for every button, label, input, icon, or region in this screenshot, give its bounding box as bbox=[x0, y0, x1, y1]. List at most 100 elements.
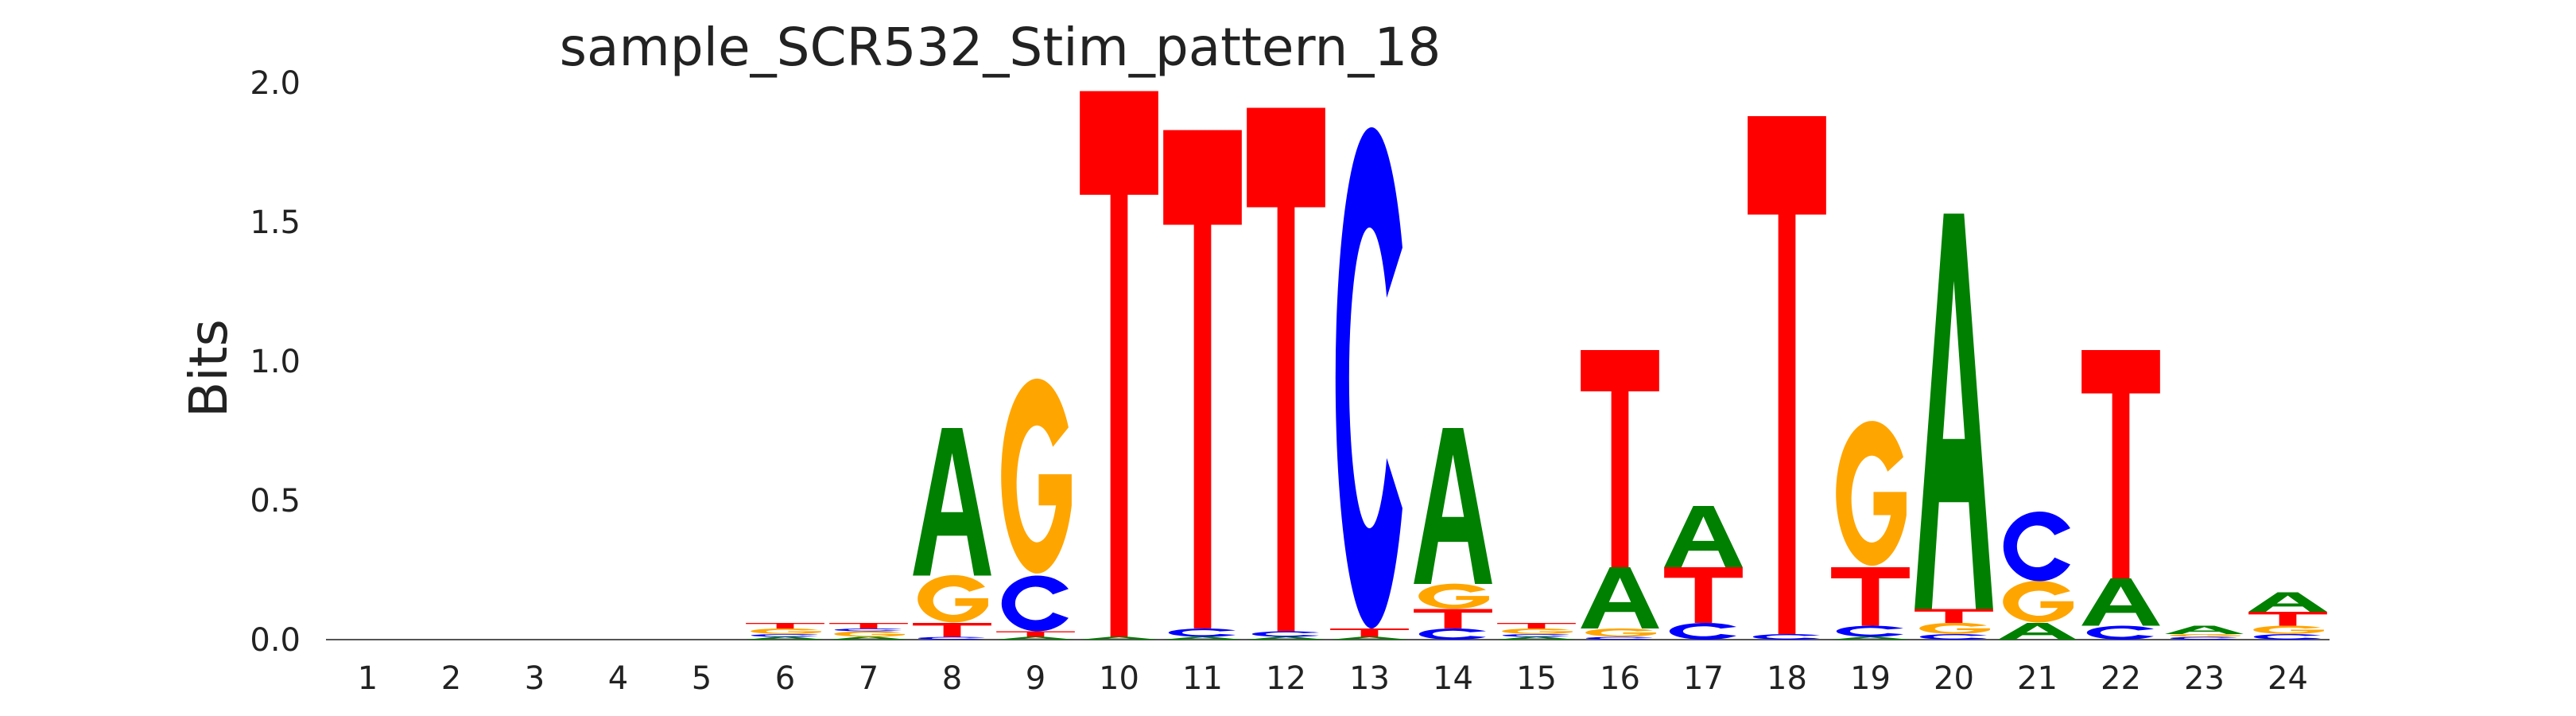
letter-A-pos-13 bbox=[1330, 636, 1409, 640]
letter-G-pos-24 bbox=[2253, 625, 2324, 634]
y-tick-label: 0.5 bbox=[250, 483, 301, 519]
letter-T-pos-24 bbox=[2248, 612, 2327, 626]
letter-G-pos-8 bbox=[918, 574, 988, 623]
x-tick-label: 18 bbox=[1767, 660, 1807, 697]
x-tick-label: 3 bbox=[525, 660, 545, 697]
letter-C-pos-9 bbox=[1001, 575, 1069, 632]
letter-C-pos-20 bbox=[1919, 634, 1987, 640]
letter-A-pos-21 bbox=[1998, 623, 2077, 640]
logo-letters bbox=[746, 91, 2327, 640]
letter-C-pos-21 bbox=[2003, 512, 2070, 582]
letter-T-pos-9 bbox=[996, 631, 1075, 637]
x-tick-label: 15 bbox=[1516, 660, 1557, 697]
letter-G-pos-20 bbox=[1919, 622, 1990, 634]
x-tick-label: 5 bbox=[692, 660, 712, 697]
letter-T-pos-12 bbox=[1247, 107, 1325, 632]
x-axis: 1 2 3 4 5 6 7 8 9 10 11 12 13 14 15 16 17 18 19 20 21 22 23 24 bbox=[358, 660, 2308, 697]
letter-T-pos-15 bbox=[1497, 623, 1576, 628]
letter-T-pos-14 bbox=[1414, 609, 1492, 628]
x-tick-label: 24 bbox=[2268, 660, 2308, 697]
letter-C-pos-7 bbox=[834, 628, 902, 632]
letter-C-pos-24 bbox=[2253, 634, 2321, 640]
x-tick-label: 11 bbox=[1182, 660, 1223, 697]
letter-G-pos-7 bbox=[834, 631, 905, 637]
letter-A-pos-17 bbox=[1664, 506, 1743, 567]
letter-C-pos-18 bbox=[1752, 634, 1820, 640]
letter-C-pos-8 bbox=[918, 636, 985, 640]
x-tick-label: 4 bbox=[608, 660, 628, 697]
letter-C-pos-11 bbox=[1168, 628, 1236, 637]
letter-T-pos-22 bbox=[2081, 350, 2160, 578]
letter-C-pos-22 bbox=[2086, 625, 2154, 640]
letter-A-pos-8 bbox=[913, 428, 991, 576]
y-tick-label: 2.0 bbox=[250, 65, 301, 102]
letter-A-pos-15 bbox=[1497, 636, 1576, 640]
y-tick-label: 0.0 bbox=[250, 622, 301, 659]
letter-C-pos-13 bbox=[1335, 127, 1402, 629]
x-tick-label: 12 bbox=[1266, 660, 1306, 697]
x-tick-label: 19 bbox=[1850, 660, 1891, 697]
letter-A-pos-20 bbox=[1915, 213, 1993, 609]
letter-T-pos-20 bbox=[1915, 609, 1993, 623]
letter-T-pos-11 bbox=[1163, 130, 1242, 628]
letter-G-pos-9 bbox=[1001, 378, 1072, 574]
x-tick-label: 13 bbox=[1349, 660, 1390, 697]
letter-A-pos-6 bbox=[746, 636, 824, 640]
x-tick-label: 1 bbox=[358, 660, 378, 697]
x-tick-label: 20 bbox=[1934, 660, 1974, 697]
letter-G-pos-6 bbox=[751, 628, 821, 634]
letter-A-pos-19 bbox=[1831, 636, 1910, 640]
x-tick-label: 10 bbox=[1099, 660, 1139, 697]
y-axis: 0.0 0.5 1.0 1.5 2.0 bbox=[250, 65, 2330, 659]
letter-C-pos-14 bbox=[1418, 628, 1486, 640]
x-tick-label: 16 bbox=[1600, 660, 1640, 697]
x-tick-label: 6 bbox=[775, 660, 795, 697]
x-tick-label: 14 bbox=[1433, 660, 1473, 697]
x-tick-label: 7 bbox=[859, 660, 879, 697]
letter-A-pos-7 bbox=[829, 636, 908, 640]
x-tick-label: 22 bbox=[2101, 660, 2141, 697]
letter-G-pos-16 bbox=[1585, 628, 1656, 637]
letter-A-pos-12 bbox=[1247, 636, 1325, 640]
letter-C-pos-6 bbox=[751, 634, 818, 637]
letter-T-pos-16 bbox=[1581, 350, 1659, 567]
letter-T-pos-6 bbox=[746, 623, 824, 628]
letter-T-pos-8 bbox=[913, 623, 991, 637]
letter-C-pos-19 bbox=[1836, 625, 1903, 637]
letter-A-pos-23 bbox=[2165, 625, 2244, 634]
letter-C-pos-23 bbox=[2170, 636, 2237, 640]
letter-C-pos-12 bbox=[1251, 631, 1319, 637]
letter-A-pos-24 bbox=[2248, 592, 2327, 612]
x-tick-label: 9 bbox=[1026, 660, 1046, 697]
letter-T-pos-17 bbox=[1664, 567, 1743, 623]
letter-G-pos-19 bbox=[1836, 421, 1907, 566]
letter-T-pos-19 bbox=[1831, 567, 1910, 626]
letter-C-pos-17 bbox=[1669, 623, 1736, 640]
letter-C-pos-15 bbox=[1502, 634, 1569, 637]
letter-G-pos-23 bbox=[2170, 633, 2240, 637]
letter-A-pos-22 bbox=[2081, 578, 2160, 626]
letter-T-pos-7 bbox=[829, 623, 908, 628]
letter-A-pos-11 bbox=[1163, 636, 1242, 640]
letter-C-pos-16 bbox=[1585, 636, 1653, 640]
chart-title: sample_SCR532_Stim_pattern_18 bbox=[560, 17, 1441, 78]
letter-A-pos-16 bbox=[1581, 567, 1659, 628]
letter-A-pos-10 bbox=[1080, 636, 1158, 640]
x-tick-label: 21 bbox=[2017, 660, 2058, 697]
x-tick-label: 2 bbox=[441, 660, 461, 697]
x-tick-label: 8 bbox=[942, 660, 962, 697]
letter-T-pos-13 bbox=[1330, 628, 1409, 637]
letter-G-pos-14 bbox=[1418, 583, 1489, 609]
x-tick-label: 17 bbox=[1683, 660, 1724, 697]
letter-G-pos-21 bbox=[2003, 580, 2074, 623]
letter-T-pos-10 bbox=[1080, 91, 1158, 637]
letter-A-pos-9 bbox=[996, 636, 1075, 640]
y-tick-label: 1.5 bbox=[250, 204, 301, 241]
y-axis-label: Bits bbox=[178, 319, 239, 418]
letter-A-pos-14 bbox=[1414, 428, 1492, 584]
letter-G-pos-15 bbox=[1502, 628, 1573, 634]
x-tick-label: 23 bbox=[2184, 660, 2225, 697]
y-tick-label: 1.0 bbox=[250, 344, 301, 380]
letter-T-pos-18 bbox=[1748, 116, 1826, 634]
